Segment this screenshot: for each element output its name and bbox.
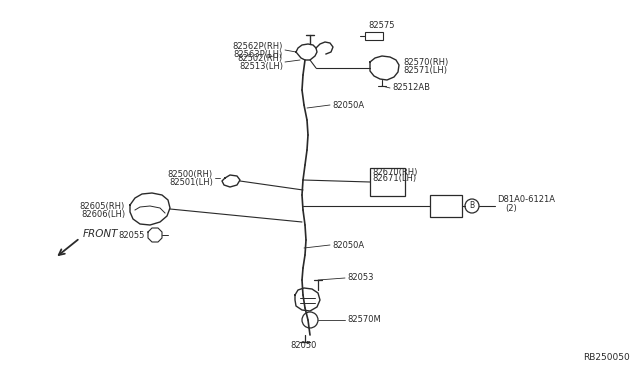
Text: 82570(RH): 82570(RH) [403,58,448,67]
Text: 82605(RH): 82605(RH) [80,202,125,212]
Text: 82571(LH): 82571(LH) [403,65,447,74]
Text: 82050A: 82050A [332,241,364,250]
Text: FRONT: FRONT [83,229,118,239]
Text: 82671(LH): 82671(LH) [372,174,416,183]
Text: 82055: 82055 [118,231,145,240]
Text: 82513(LH): 82513(LH) [239,61,283,71]
Bar [430,195,462,217]
Bar [365,32,383,40]
Text: 82575: 82575 [368,20,394,29]
Text: 82050: 82050 [290,340,316,350]
Text: 82670(RH): 82670(RH) [372,167,417,176]
Text: 82501(LH): 82501(LH) [169,177,213,186]
Text: 82570M: 82570M [347,315,381,324]
Text: 82053: 82053 [347,273,374,282]
Bar [370,168,405,196]
Text: 82562P(RH): 82562P(RH) [232,42,283,51]
Text: 82502(RH): 82502(RH) [238,55,283,64]
Text: 82563P(LH): 82563P(LH) [234,49,283,58]
Text: 82050A: 82050A [332,100,364,109]
Text: 82606(LH): 82606(LH) [81,209,125,218]
Text: B: B [469,202,475,211]
Text: 82500(RH): 82500(RH) [168,170,213,180]
Text: RB250050: RB250050 [583,353,630,362]
Text: D81A0-6121A: D81A0-6121A [497,196,555,205]
Text: (2): (2) [505,203,516,212]
Text: 82512AB: 82512AB [392,83,430,93]
